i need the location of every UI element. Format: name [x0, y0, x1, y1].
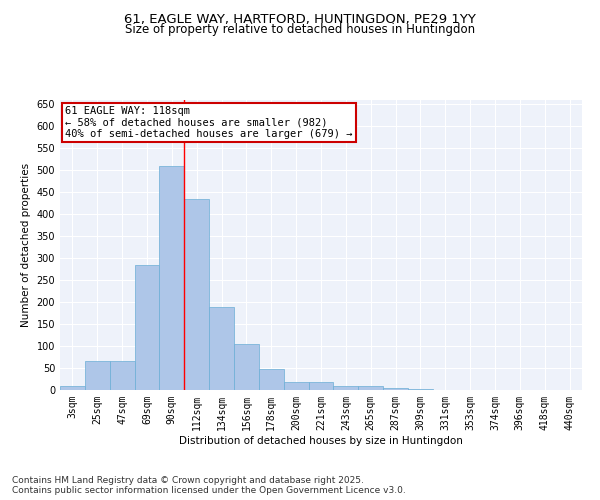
Bar [308, 382, 334, 390]
Text: Size of property relative to detached houses in Huntingdon: Size of property relative to detached ho… [125, 22, 475, 36]
Text: Contains HM Land Registry data © Crown copyright and database right 2025.: Contains HM Land Registry data © Crown c… [12, 476, 364, 485]
Bar [160, 166, 184, 390]
Bar [259, 370, 284, 390]
Text: 61 EAGLE WAY: 118sqm
← 58% of detached houses are smaller (982)
40% of semi-deta: 61 EAGLE WAY: 118sqm ← 58% of detached h… [65, 106, 353, 139]
X-axis label: Distribution of detached houses by size in Huntingdon: Distribution of detached houses by size … [179, 436, 463, 446]
Bar [284, 382, 308, 390]
Bar [85, 362, 110, 390]
Bar [209, 306, 234, 390]
Y-axis label: Number of detached properties: Number of detached properties [21, 163, 31, 327]
Bar [383, 388, 408, 390]
Bar [110, 362, 134, 390]
Bar [334, 386, 358, 390]
Bar [408, 389, 433, 390]
Bar [134, 265, 160, 390]
Bar [60, 386, 85, 390]
Text: 61, EAGLE WAY, HARTFORD, HUNTINGDON, PE29 1YY: 61, EAGLE WAY, HARTFORD, HUNTINGDON, PE2… [124, 12, 476, 26]
Text: Contains public sector information licensed under the Open Government Licence v3: Contains public sector information licen… [12, 486, 406, 495]
Bar [358, 386, 383, 390]
Bar [184, 199, 209, 390]
Bar [234, 344, 259, 390]
